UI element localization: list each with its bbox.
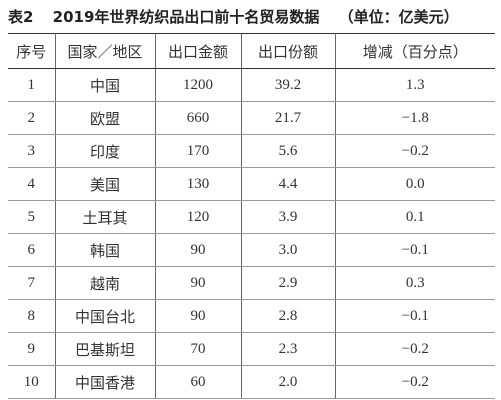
table-cell: 7	[8, 266, 56, 300]
table-row: 8 中国台北 90 2.8 −0.1	[8, 299, 495, 333]
table-cell: 6	[8, 233, 56, 267]
table-title: 2019年世界纺织品出口前十名贸易数据	[52, 8, 320, 26]
table-cell: 1.3	[334, 68, 495, 102]
table-cell: 8	[8, 299, 56, 333]
table-cell: 3.9	[240, 200, 336, 234]
table-cell: 90	[154, 233, 242, 267]
table-cell: 70	[154, 332, 242, 366]
column-header: 序号	[8, 33, 56, 69]
table-cell: 2	[8, 101, 56, 135]
table-cell: 欧盟	[54, 101, 156, 135]
title-bar: 表2 2019年世界纺织品出口前十名贸易数据 （单位：亿美元）	[8, 6, 473, 30]
table-cell: 90	[154, 299, 242, 333]
table-cell: 中国台北	[54, 299, 156, 333]
table-cell: 2.8	[240, 299, 336, 333]
table-cell: 90	[154, 266, 242, 300]
table-cell: 3.0	[240, 233, 336, 267]
table-row: 1 中国 1200 39.2 1.3	[8, 68, 495, 102]
table-cell: 2.3	[240, 332, 336, 366]
table-row: 10 中国香港 60 2.0 −0.2	[8, 365, 495, 399]
table-cell: −0.2	[334, 134, 495, 168]
column-header: 国家／地区	[54, 33, 156, 69]
table-cell: 9	[8, 332, 56, 366]
table-row: 5 土耳其 120 3.9 0.1	[8, 200, 495, 234]
data-table: 序号 国家／地区 出口金额 出口份额 增减（百分点） 1 中国 1200 39.2 1.3 2 欧盟…	[8, 33, 495, 399]
column-header: 增减（百分点）	[334, 33, 495, 69]
table-cell: 21.7	[240, 101, 336, 135]
table-cell: 3	[8, 134, 56, 168]
table-cell: 印度	[54, 134, 156, 168]
table-cell: 中国香港	[54, 365, 156, 399]
table-cell: −0.1	[334, 299, 495, 333]
table-row: 6 韩国 90 3.0 −0.1	[8, 233, 495, 267]
table-cell: −0.2	[334, 332, 495, 366]
table-cell: 2.9	[240, 266, 336, 300]
table-cell: 美国	[54, 167, 156, 201]
table-cell: 0.3	[334, 266, 495, 300]
table-cell: 660	[154, 101, 242, 135]
table-cell: 130	[154, 167, 242, 201]
table-label: 表2	[8, 8, 34, 26]
table-cell: 2.0	[240, 365, 336, 399]
table-cell: 10	[8, 365, 56, 399]
table-cell: 4.4	[240, 167, 336, 201]
table-cell: 土耳其	[54, 200, 156, 234]
header-row: 序号 国家／地区 出口金额 出口份额 增减（百分点）	[8, 33, 495, 69]
table-row: 3 印度 170 5.6 −0.2	[8, 134, 495, 168]
table-cell: 39.2	[240, 68, 336, 102]
unit-note: （单位：亿美元）	[338, 8, 459, 26]
table-row: 4 美国 130 4.4 0.0	[8, 167, 495, 201]
table-cell: 120	[154, 200, 242, 234]
table-cell: 0.0	[334, 167, 495, 201]
column-header: 出口份额	[240, 33, 336, 69]
table-cell: 韩国	[54, 233, 156, 267]
table-cell: 越南	[54, 266, 156, 300]
table-cell: 4	[8, 167, 56, 201]
table-row: 9 巴基斯坦 70 2.3 −0.2	[8, 332, 495, 366]
table-cell: 1200	[154, 68, 242, 102]
table-cell: 巴基斯坦	[54, 332, 156, 366]
table-cell: 1	[8, 68, 56, 102]
table-cell: 中国	[54, 68, 156, 102]
table-cell: 5.6	[240, 134, 336, 168]
table-row: 7 越南 90 2.9 0.3	[8, 266, 495, 300]
column-header: 出口金额	[154, 33, 242, 69]
table-cell: 5	[8, 200, 56, 234]
table-cell: −0.2	[334, 365, 495, 399]
table-body: 1 中国 1200 39.2 1.3 2 欧盟 660 21.7 −1.8 3 印度 170 5.6 −0.…	[8, 68, 495, 399]
table-cell: −0.1	[334, 233, 495, 267]
table-cell: 0.1	[334, 200, 495, 234]
table-cell: 60	[154, 365, 242, 399]
table-cell: −1.8	[334, 101, 495, 135]
table-row: 2 欧盟 660 21.7 −1.8	[8, 101, 495, 135]
table-cell: 170	[154, 134, 242, 168]
